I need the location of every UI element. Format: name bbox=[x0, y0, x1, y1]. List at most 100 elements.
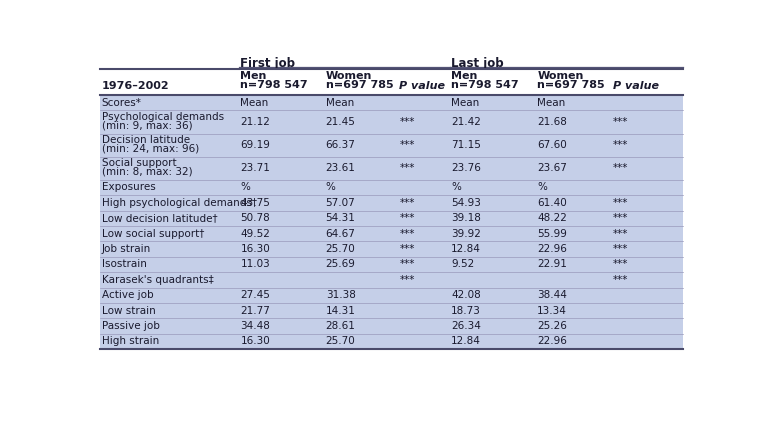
Text: Mean: Mean bbox=[325, 98, 354, 108]
Text: 67.60: 67.60 bbox=[537, 140, 567, 150]
Text: 25.70: 25.70 bbox=[325, 244, 355, 254]
Text: %: % bbox=[537, 182, 547, 193]
Bar bbox=[100, 334, 683, 349]
Text: P value: P value bbox=[613, 81, 659, 91]
Text: P value: P value bbox=[400, 81, 445, 91]
Text: 39.92: 39.92 bbox=[452, 229, 481, 239]
Text: 21.12: 21.12 bbox=[241, 117, 270, 127]
Text: 34.48: 34.48 bbox=[241, 321, 270, 331]
Text: 49.52: 49.52 bbox=[241, 229, 270, 239]
Text: Karasek's quadrants‡: Karasek's quadrants‡ bbox=[102, 275, 213, 285]
Text: ***: *** bbox=[613, 140, 629, 150]
Text: 21.42: 21.42 bbox=[452, 117, 481, 127]
Text: 23.67: 23.67 bbox=[537, 163, 567, 173]
Text: Active job: Active job bbox=[102, 290, 154, 300]
Text: ***: *** bbox=[400, 244, 415, 254]
Text: Job strain: Job strain bbox=[102, 244, 151, 254]
Text: ***: *** bbox=[400, 213, 415, 223]
Text: 23.71: 23.71 bbox=[241, 163, 270, 173]
Text: Men: Men bbox=[241, 71, 267, 81]
Text: 18.73: 18.73 bbox=[452, 306, 481, 316]
Text: High strain: High strain bbox=[102, 336, 159, 346]
Text: 23.76: 23.76 bbox=[452, 163, 481, 173]
Text: Men: Men bbox=[452, 71, 478, 81]
Text: 25.69: 25.69 bbox=[325, 259, 355, 269]
Text: 50.78: 50.78 bbox=[241, 213, 270, 223]
Text: Low strain: Low strain bbox=[102, 306, 155, 316]
Text: n=798 547: n=798 547 bbox=[452, 80, 519, 90]
Text: ***: *** bbox=[613, 163, 629, 173]
Text: (min: 24, max: 96): (min: 24, max: 96) bbox=[102, 144, 199, 154]
Bar bbox=[100, 180, 683, 195]
Text: 39.18: 39.18 bbox=[452, 213, 481, 223]
Text: Women: Women bbox=[325, 71, 372, 81]
Text: Women: Women bbox=[537, 71, 584, 81]
Text: ***: *** bbox=[400, 259, 415, 269]
Text: 22.91: 22.91 bbox=[537, 259, 567, 269]
Bar bbox=[100, 133, 683, 157]
Bar bbox=[100, 318, 683, 334]
Text: 42.08: 42.08 bbox=[452, 290, 481, 300]
Bar bbox=[100, 241, 683, 257]
Bar bbox=[100, 69, 683, 95]
Text: ***: *** bbox=[613, 229, 629, 239]
Bar bbox=[100, 195, 683, 210]
Text: 43.75: 43.75 bbox=[241, 198, 270, 208]
Text: ***: *** bbox=[613, 117, 629, 127]
Text: %: % bbox=[241, 182, 251, 193]
Text: (min: 8, max: 32): (min: 8, max: 32) bbox=[102, 167, 193, 177]
Text: 23.61: 23.61 bbox=[325, 163, 355, 173]
Text: Scores*: Scores* bbox=[102, 98, 141, 108]
Bar bbox=[100, 257, 683, 272]
Text: Isostrain: Isostrain bbox=[102, 259, 147, 269]
Text: Mean: Mean bbox=[241, 98, 269, 108]
Text: (min: 9, max: 36): (min: 9, max: 36) bbox=[102, 120, 193, 130]
Text: n=798 547: n=798 547 bbox=[241, 80, 308, 90]
Text: ***: *** bbox=[613, 275, 629, 285]
Text: 26.34: 26.34 bbox=[452, 321, 481, 331]
Text: 38.44: 38.44 bbox=[537, 290, 567, 300]
Text: ***: *** bbox=[400, 229, 415, 239]
Text: Social support: Social support bbox=[102, 158, 176, 168]
Text: 16.30: 16.30 bbox=[241, 336, 270, 346]
Text: High psychological demands†: High psychological demands† bbox=[102, 198, 257, 208]
Text: 48.22: 48.22 bbox=[537, 213, 567, 223]
Text: 16.30: 16.30 bbox=[241, 244, 270, 254]
Text: Low decision latitude†: Low decision latitude† bbox=[102, 213, 217, 223]
Text: n=697 785: n=697 785 bbox=[537, 80, 605, 90]
Bar bbox=[100, 226, 683, 241]
Text: 54.93: 54.93 bbox=[452, 198, 481, 208]
Text: ***: *** bbox=[613, 213, 629, 223]
Text: 66.37: 66.37 bbox=[325, 140, 355, 150]
Text: 25.70: 25.70 bbox=[325, 336, 355, 346]
Text: 11.03: 11.03 bbox=[241, 259, 270, 269]
Text: ***: *** bbox=[400, 140, 415, 150]
Text: 1976–2002: 1976–2002 bbox=[102, 81, 170, 91]
Text: ***: *** bbox=[400, 275, 415, 285]
Text: 9.52: 9.52 bbox=[452, 259, 474, 269]
Text: 64.67: 64.67 bbox=[325, 229, 355, 239]
Text: n=697 785: n=697 785 bbox=[325, 80, 393, 90]
Text: Passive job: Passive job bbox=[102, 321, 160, 331]
Bar bbox=[100, 110, 683, 133]
Text: 54.31: 54.31 bbox=[325, 213, 355, 223]
Bar bbox=[100, 288, 683, 303]
Text: Decision latitude: Decision latitude bbox=[102, 135, 189, 145]
Text: 12.84: 12.84 bbox=[452, 244, 481, 254]
Text: 55.99: 55.99 bbox=[537, 229, 567, 239]
Text: ***: *** bbox=[400, 117, 415, 127]
Text: 14.31: 14.31 bbox=[325, 306, 355, 316]
Text: 71.15: 71.15 bbox=[452, 140, 481, 150]
Bar bbox=[100, 303, 683, 318]
Text: %: % bbox=[452, 182, 461, 193]
Text: 22.96: 22.96 bbox=[537, 336, 567, 346]
Bar bbox=[100, 95, 683, 110]
Text: Exposures: Exposures bbox=[102, 182, 155, 193]
Text: 31.38: 31.38 bbox=[325, 290, 355, 300]
Text: ***: *** bbox=[400, 163, 415, 173]
Text: Last job: Last job bbox=[452, 57, 503, 70]
Bar bbox=[100, 210, 683, 226]
Text: ***: *** bbox=[613, 198, 629, 208]
Text: 22.96: 22.96 bbox=[537, 244, 567, 254]
Text: ***: *** bbox=[613, 244, 629, 254]
